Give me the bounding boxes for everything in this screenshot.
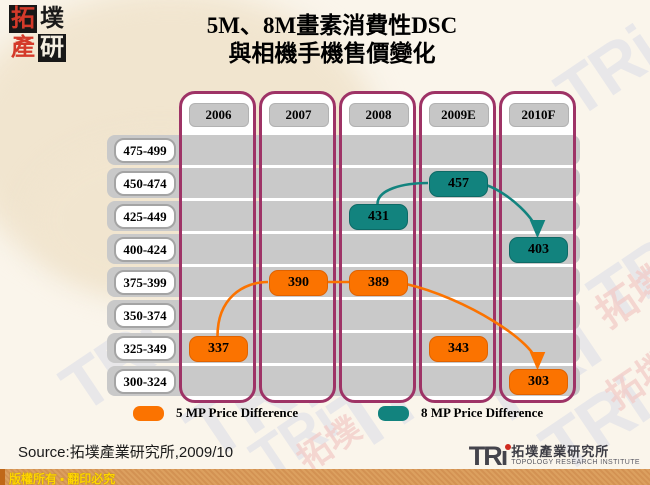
legend-label-5mp: 5 MP Price Difference <box>176 405 299 420</box>
copyright-text: 版權所有 ▪ 翻印必究 <box>9 472 116 485</box>
price-band-label: 425-449 <box>114 204 176 229</box>
tri-logo-chinese: 拓墣產業研究所 <box>511 444 610 459</box>
price-band-label: 475-499 <box>114 138 176 163</box>
topology-corner-logo: 拓墣產研 <box>9 5 66 62</box>
price-band-label: 400-424 <box>114 237 176 262</box>
data-point-303: 303 <box>509 369 568 395</box>
tri-logo-mark: TRı <box>469 443 511 470</box>
data-point-403: 403 <box>509 237 568 263</box>
legend-swatch-5mp <box>133 406 164 421</box>
trend-link-389-to-303 <box>405 282 546 371</box>
logo-char-0: 拓 <box>9 5 37 33</box>
column-border-2006 <box>179 91 256 403</box>
title-line-1: 5M、8M畫素消費性DSC <box>206 13 458 38</box>
page-title: 5M、8M畫素消費性DSC 與相機手機售價變化 <box>100 12 564 68</box>
data-point-431: 431 <box>349 204 408 230</box>
trend-link-431-to-457 <box>376 181 429 205</box>
source-note: Source:拓墣產業研究所,2009/10 <box>18 444 234 461</box>
year-header-2007: 2007 <box>268 103 329 127</box>
column-border-2010F <box>499 91 576 403</box>
price-band-label: 375-399 <box>114 270 176 295</box>
tri-logo-text: 拓墣產業研究所 TOPOLOGY RESEARCH INSTITUTE <box>511 444 640 467</box>
legend-swatch-8mp <box>378 406 409 421</box>
tri-logo-english: TOPOLOGY RESEARCH INSTITUTE <box>511 459 640 466</box>
data-point-389: 389 <box>349 270 408 296</box>
copyright-bar: 版權所有 ▪ 翻印必究 <box>0 469 650 485</box>
data-point-343: 343 <box>429 336 488 362</box>
copyright-bar-cap <box>0 469 5 485</box>
column-border-2008 <box>339 91 416 403</box>
logo-char-2: 產 <box>11 35 35 61</box>
year-header-2010F: 2010F <box>508 103 569 127</box>
tri-footer-logo: TRı 拓墣產業研究所 TOPOLOGY RESEARCH INSTITUTE <box>469 443 640 470</box>
logo-char-1: 墣 <box>40 6 64 32</box>
logo-char-3: 研 <box>38 34 66 62</box>
price-band-label: 450-474 <box>114 171 176 196</box>
year-header-2009E: 2009E <box>428 103 489 127</box>
data-point-337: 337 <box>189 336 248 362</box>
column-border-2007 <box>259 91 336 403</box>
price-band-label: 325-349 <box>114 336 176 361</box>
tri-logo-red-dot <box>504 444 511 450</box>
data-point-457: 457 <box>429 171 488 197</box>
trend-link-457-to-403 <box>485 183 546 239</box>
price-band-label: 300-324 <box>114 369 176 394</box>
price-band-label: 350-374 <box>114 303 176 328</box>
title-line-2: 與相機手機售價變化 <box>228 41 436 66</box>
legend: 5 MP Price Difference 8 MP Price Differe… <box>0 404 650 424</box>
column-border-2009E <box>419 91 496 403</box>
year-header-2006: 2006 <box>188 103 249 127</box>
trend-link-337-to-390 <box>216 280 269 337</box>
data-point-390: 390 <box>269 270 328 296</box>
legend-label-8mp: 8 MP Price Difference <box>421 405 544 420</box>
year-header-2008: 2008 <box>348 103 409 127</box>
